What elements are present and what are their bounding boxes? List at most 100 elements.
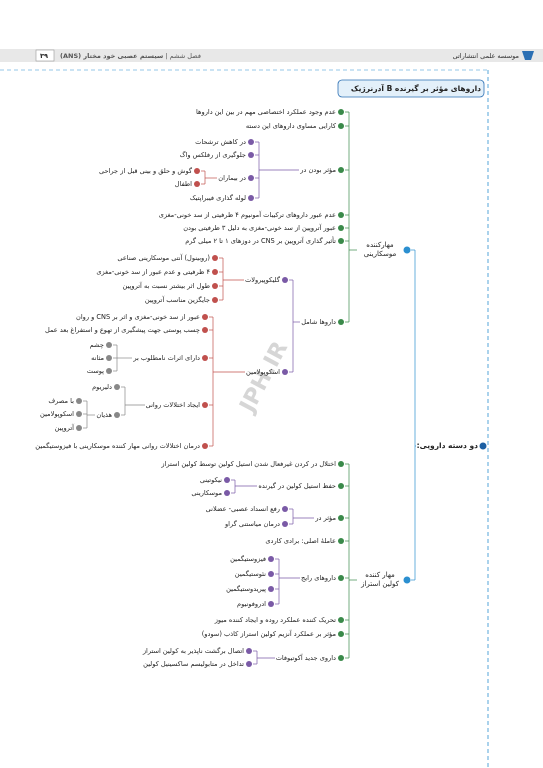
item-label: چشم [89,341,104,349]
item-label: جلوگیری از رفلکس واگ [179,151,246,159]
item-label: داروها شامل [301,318,336,326]
item-label: در کاهش ترشحات [195,138,246,146]
bullet [224,477,230,483]
bullet [338,483,344,489]
item-label: رفع انسداد عصبی- عضلانی [205,505,280,513]
bullet [212,269,218,275]
title-box [337,79,485,98]
bullet [479,442,487,450]
subject: سیستم عصبی خود مختار (ANS) [60,52,164,60]
bullet [338,319,344,325]
item-label: پیریدوستیگمین [226,585,266,593]
bullet [202,443,208,449]
item-label: با مصرف [48,397,74,405]
item-label: مؤثر بر عملکرد آنزیم کولین استراز کاذب (… [201,630,336,638]
bullet [202,314,208,320]
bullet [268,571,274,577]
bullet [106,368,112,374]
bullet [282,369,288,375]
item-label: دلیریوم [92,383,112,391]
item-label: ایجاد اختلالات روانی [145,401,200,409]
bullet [76,411,82,417]
item-label: عدم وجود عملکرد اختصاصی مهم در بین این د… [196,108,336,116]
bullet [248,195,254,201]
bullet [246,661,252,667]
bullet [194,181,200,187]
item-label: هذیان [96,411,112,419]
item-label: درمان اختلالات روانی مهار کننده موسکارین… [35,442,200,450]
item-label: مؤثر بودن در [300,166,336,174]
bullet [202,355,208,361]
item-label: موسکارینی [191,489,222,497]
bullet [338,538,344,544]
item-label: عاملهٔ اصلی: برادی کاردی [265,537,336,545]
bullet [114,412,120,418]
publisher: موسسه علمی انتشاراتی [452,52,519,60]
bullet [338,515,344,521]
item-label: اتصال برگشت ناپذیر به کولین استراز [142,647,244,655]
item-label: تحریک کننده عملکرد روده و ایجاد کننده می… [214,616,336,624]
bullet [338,109,344,115]
header-chapter-line: فصل ششم | سیستم عصبی خود مختار (ANS) [60,52,201,60]
bullet [212,283,218,289]
item-label: تداخل در متابولیسم ساکسینیل کولین [143,660,244,668]
bullet [106,355,112,361]
item-label: داروی جدید آکوتیوفات [275,654,336,662]
item-label: آتروپین [54,424,74,432]
title: داروهای مؤثر بر گیرنده B آدرنرژیک [350,84,481,93]
item-label: عبور آتروپین از سد خونی-مغزی به دلیل ۳ ظ… [183,224,336,232]
item-label: گلیکوپیرولات [245,276,280,284]
page-number: ۳۹ [40,52,48,60]
bullet [268,601,274,607]
bullet [248,139,254,145]
branch-label: مهار کننده کولین استراز [361,571,399,588]
bullet [248,152,254,158]
bullet [338,575,344,581]
bullet [338,238,344,244]
item-label: درمان میاستنی گراو [224,520,280,528]
bullet [403,246,411,254]
bullet [338,123,344,129]
item-label: (روبینول) آنتی موسکارینی صناعی [117,254,210,262]
item-label: مثانه [91,354,104,362]
item-label: ۴ ظرفیتی و عدم عبور از سد خونی-مغزی [96,268,210,276]
item-label: لوله گذاری فیبراپتیک [189,194,246,202]
bullet [403,576,411,584]
bullet [282,521,288,527]
item-label: جایگزین مناسب آتروپین [144,296,210,304]
item-label: فیزوستیگمین [230,555,266,563]
bullet [106,342,112,348]
item-label: نیکوتینی [199,476,222,484]
bullet [246,648,252,654]
item-label: ادروفونیوم [236,600,266,608]
logo [522,51,534,60]
bullet [338,655,344,661]
bullet [202,402,208,408]
bullet [76,398,82,404]
item-label: طول اثر بیشتر نسبت به آتروپین [122,282,210,290]
bullet [194,168,200,174]
item-label: حفظ استیل کولین در گیرنده [258,482,336,490]
bullet [248,175,254,181]
item-label: عبور از سد خونی-مغزی و اثر بر CNS و روان [75,313,200,321]
item-label: تأثیر گذاری آتروپین بر CNS در دوزهای ۱ ت… [185,237,336,245]
bullet [114,384,120,390]
bullet [202,327,208,333]
root-label: دو دسته دارویی: [416,441,478,450]
bullet [338,617,344,623]
bullet [282,506,288,512]
bullet [338,225,344,231]
item-label: داروهای رایج [301,574,336,582]
bullet [268,586,274,592]
item-label: دارای اثرات نامطلوب بر [133,354,200,362]
item-label: در بیماران [218,174,246,182]
bullet [268,556,274,562]
item-label: عدم عبور داروهای ترکیبات آمونیوم ۴ ظرفیت… [158,211,336,219]
bullet [212,255,218,261]
item-label: اسکوپولامین [40,410,74,418]
item-label: چسب پوستی جهت پیشگیری از تهوع و استفراغ … [45,326,200,334]
item-label: گوش و حلق و بینی قبل از جراحی [99,167,192,175]
bullet [338,631,344,637]
item-label: پوست [86,367,104,375]
